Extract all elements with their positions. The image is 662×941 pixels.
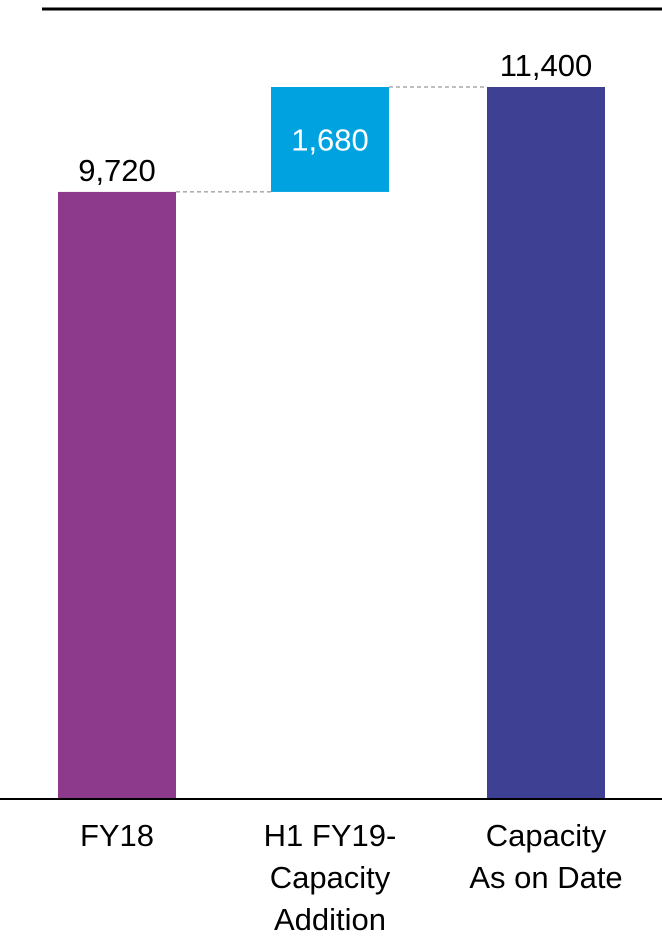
- value-label-fy18: 9,720: [78, 153, 156, 188]
- bar-capacity-as-on-date: [487, 87, 605, 799]
- category-labels-group: FY18 H1 FY19-Capacity Addition Capacity As o…: [80, 818, 623, 937]
- connector-lines: [176, 86, 487, 193]
- bars-group: [58, 87, 605, 799]
- value-label-capacity-as-on-date: 11,400: [500, 48, 593, 83]
- category-label-h1-fy19-capacity-addition: H1 FY19-Capacity Addition: [264, 818, 397, 937]
- value-label-h1-fy19-capacity-addition: 1,680: [291, 122, 369, 157]
- bar-fy18: [58, 191, 176, 799]
- category-label-fy18: FY18: [80, 818, 154, 853]
- bar-h1-fy19-capacity-addition: [271, 87, 389, 192]
- category-label-capacity-as-on-date: Capacity As on Date: [469, 818, 622, 895]
- value-labels-group: 9,720 1,680 11,400: [78, 48, 592, 188]
